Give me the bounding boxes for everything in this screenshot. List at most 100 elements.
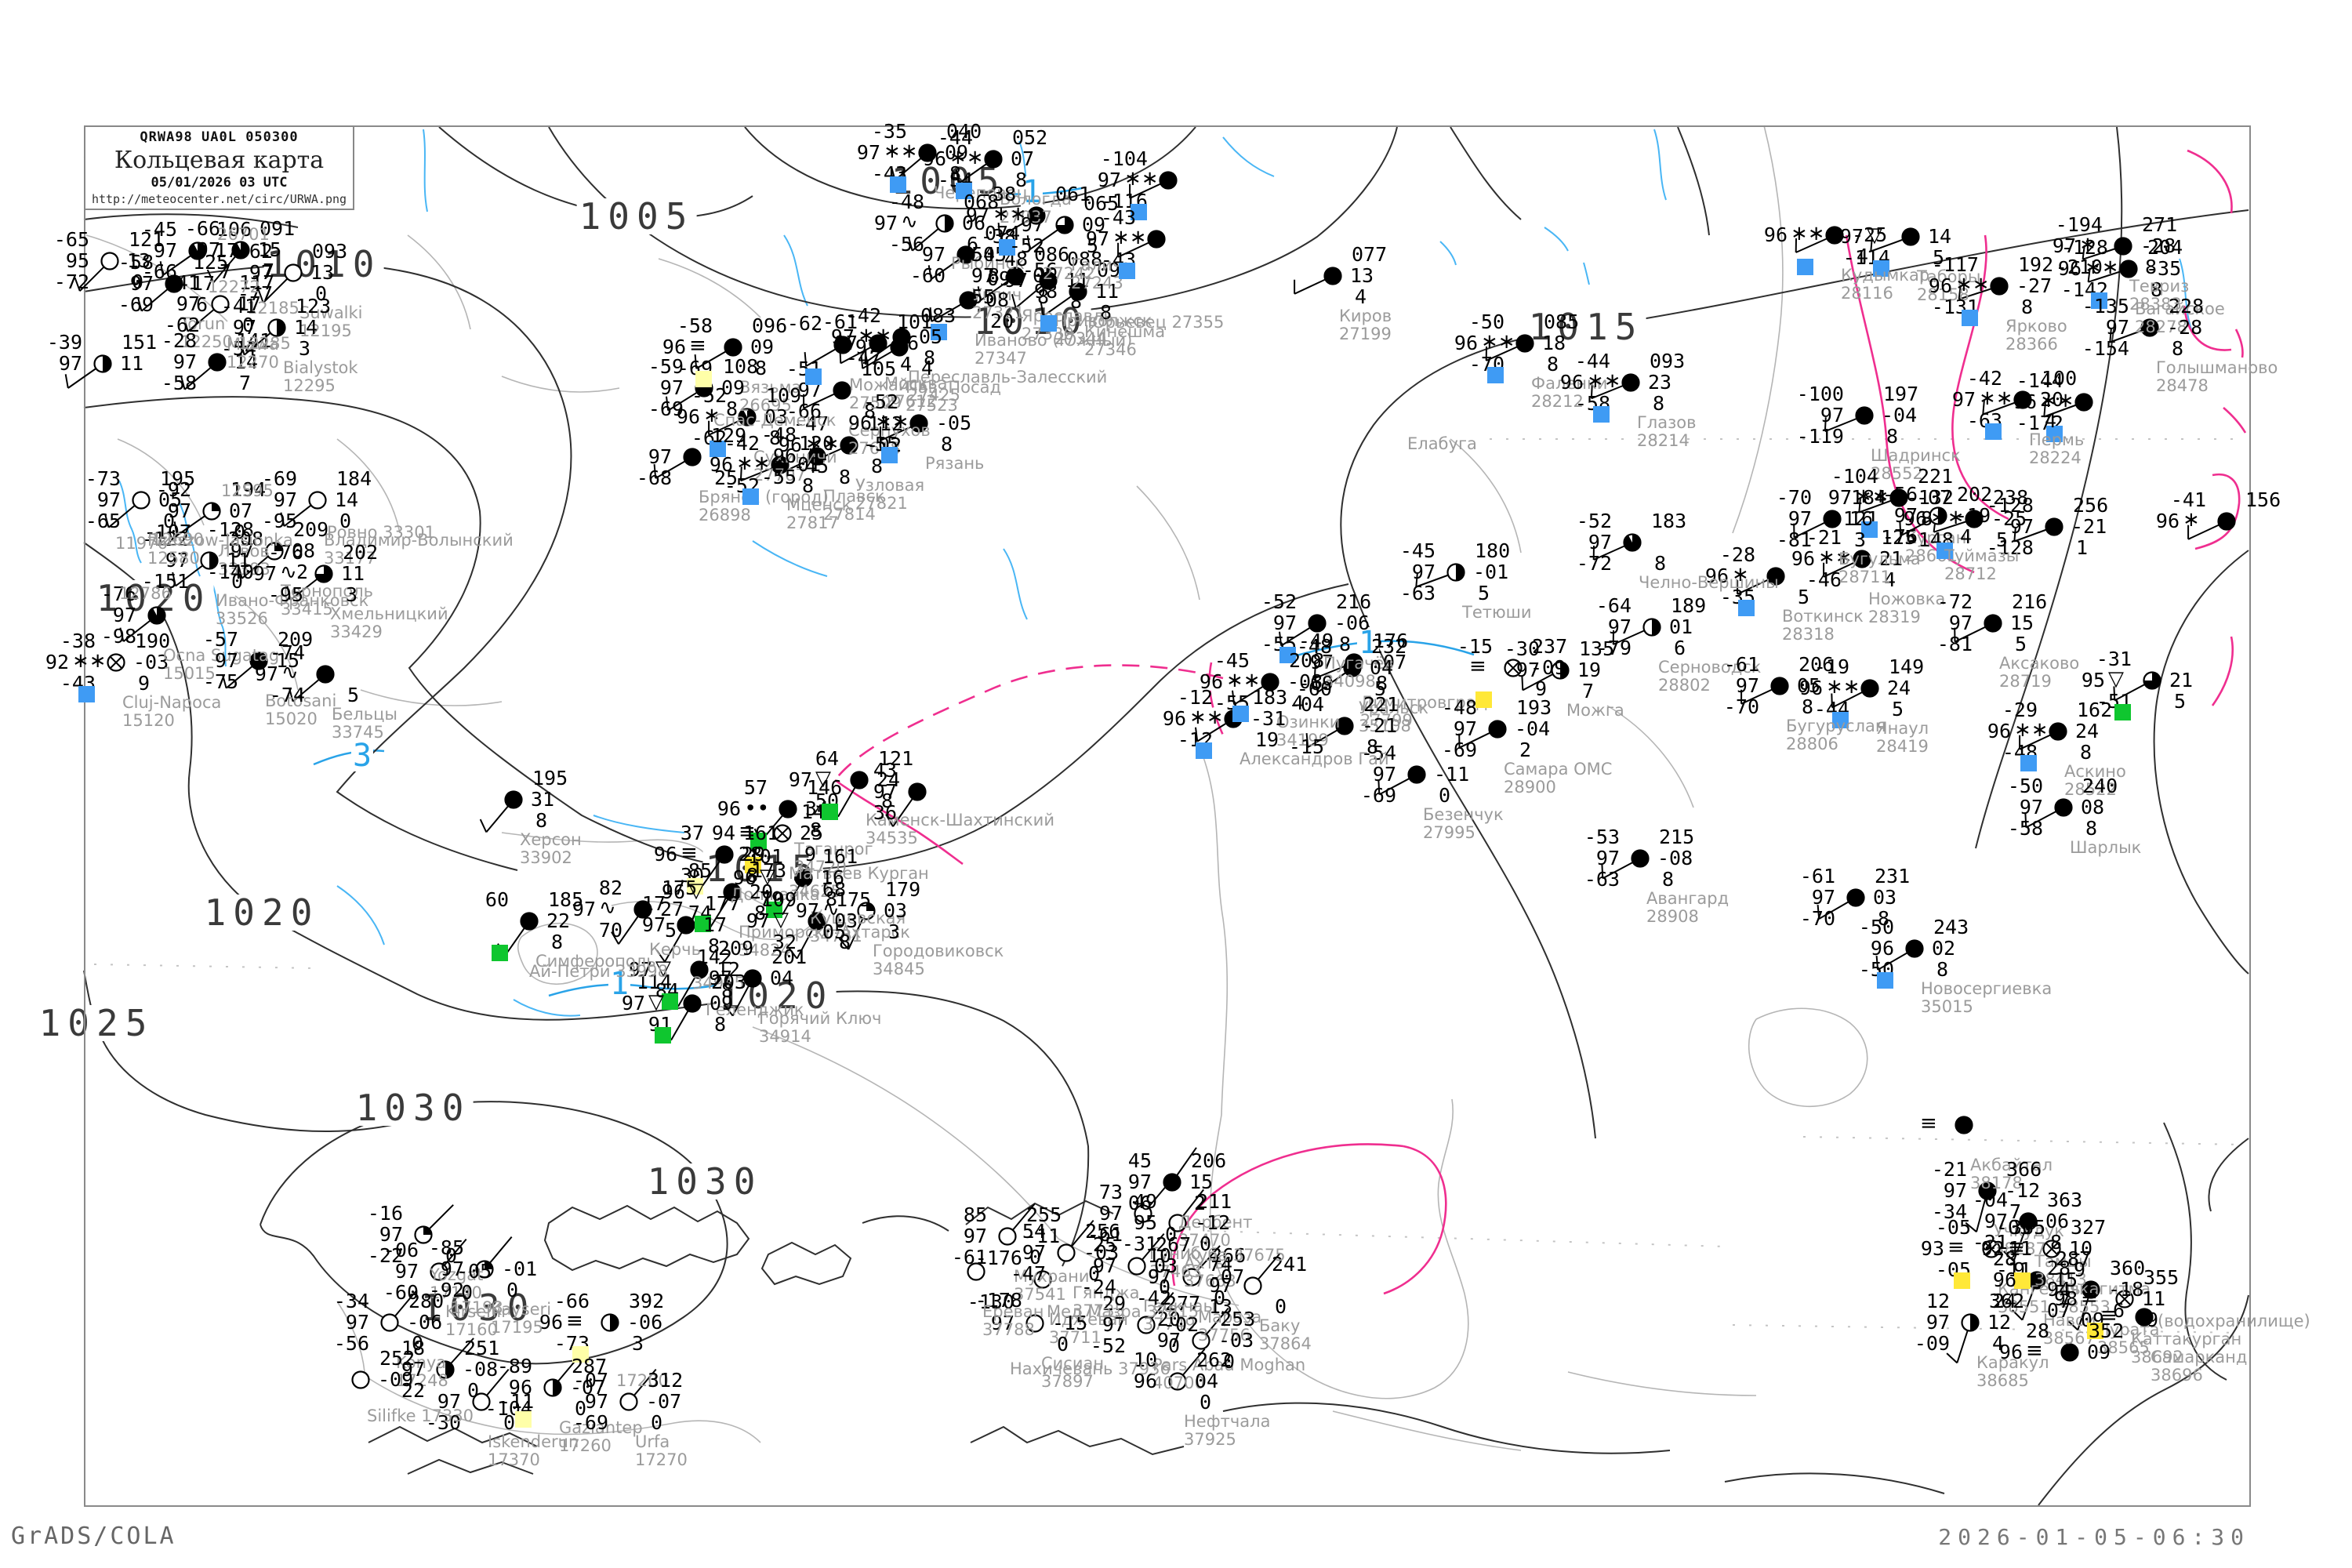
humidity-value: 97 [1926, 1311, 1950, 1334]
dewpoint-value: -55 [959, 285, 995, 308]
map-text: Куба 37675 [1186, 1246, 1286, 1265]
humidity-value: 97 [1735, 674, 1759, 697]
dewpoint-value: -56 [888, 233, 924, 256]
low-cloud-value: 8 [1015, 169, 1028, 191]
pressure-tendency: -08 [1657, 847, 1693, 869]
station-id: 34845 [873, 960, 925, 978]
pressure-tendency: 01 [797, 453, 822, 476]
temperature-value: -48 [888, 191, 924, 213]
dewpoint-value: -95 [267, 583, 303, 606]
station-plot [694, 338, 742, 369]
station-plot [1026, 216, 1074, 250]
low-cloud-value: 8 [535, 809, 548, 832]
precip-marker [890, 176, 906, 193]
station-plot [74, 252, 119, 292]
pressure-tendency: -11 [499, 1390, 535, 1413]
pressure-value: 203 [711, 971, 747, 993]
low-cloud-value: 4 [1355, 285, 1367, 308]
cloud-cover [684, 448, 701, 466]
temperature-value: -28 [161, 329, 197, 352]
station-id: 28478 [2156, 376, 2209, 395]
pressure-tendency: -11 [1434, 763, 1470, 786]
pressure-tendency: 19 [1577, 659, 1602, 681]
station-circle [100, 252, 119, 270]
station-plot [701, 883, 742, 929]
station-id: 28116 [1841, 284, 1893, 303]
station-name: Iskenderun [488, 1432, 579, 1451]
station-name: Аксаково [1999, 654, 2080, 673]
low-cloud-value: 4 [1960, 525, 1973, 548]
station-name: Переславль-Залесский [908, 368, 1108, 387]
pressure-value: 195 [532, 767, 568, 789]
cloud-cover [869, 335, 887, 352]
temperature-value: -65 [53, 228, 89, 251]
station-plot [804, 336, 852, 367]
pressure-value: 121 [878, 747, 914, 770]
station-id: 27243 [1071, 274, 1123, 292]
station-name: Шадринск [1871, 446, 1961, 465]
humidity-value: 97 [1948, 612, 1973, 634]
station-plot [1117, 230, 1166, 258]
pressure-tendency: -09 [1530, 656, 1566, 679]
precip-marker [687, 878, 703, 895]
temperature-value: -53 [1584, 826, 1620, 848]
station-plot [927, 245, 975, 280]
dewpoint-value: -69 [1360, 784, 1396, 807]
low-cloud-value: 9 [2147, 1308, 2159, 1331]
pressure-tendency: 24 [877, 768, 901, 791]
precip-marker [710, 441, 726, 457]
humidity-value: 96 [539, 1311, 563, 1334]
pressure-tendency: 09 [1082, 213, 1106, 236]
cloud-cover [103, 355, 111, 372]
dewpoint-value: -15 [1288, 735, 1324, 758]
station-name: Москва [884, 374, 948, 393]
dewpoint-value: -52 [1008, 234, 1044, 257]
humidity-value: 95 [65, 249, 89, 272]
precip-marker [1487, 367, 1504, 383]
humidity-value: 96 [1870, 937, 1894, 960]
low-cloud-value: 5 [1892, 698, 1904, 720]
temperature-value: 64 [815, 747, 839, 770]
humidity-value: 92 [45, 651, 69, 673]
station-name: Вологда [1000, 190, 1072, 209]
map-text: Спас-Деменск [713, 411, 837, 430]
station-name: Рязань [925, 454, 985, 473]
temperature-value: -59 [648, 355, 684, 378]
cloud-cover [1160, 172, 1177, 189]
pressure-tendency: -01 [502, 1258, 538, 1280]
humidity-value: 97 [921, 243, 946, 266]
pressure-tendency: 23 [1648, 371, 1672, 394]
low-cloud-value: 8 [988, 264, 1000, 287]
weather-symbol: ∗∗ [1791, 222, 1825, 245]
cloud-cover [985, 151, 1002, 168]
pressure-tendency: 04 [770, 967, 794, 989]
low-cloud-value: 5 [2174, 690, 2187, 713]
low-cloud-value: 7 [263, 260, 275, 282]
pressure-tendency: 17 [703, 913, 728, 936]
low-cloud-value: 8 [810, 818, 822, 841]
precip-marker [822, 804, 838, 820]
temperature-value: -35 [871, 120, 907, 143]
pressure-tendency: 15 [2010, 612, 2034, 634]
pressure-value: 215 [1659, 826, 1695, 848]
station-id: 12250 [180, 332, 233, 351]
pressure-value: 240 [2082, 775, 2118, 797]
humidity-value: 97 [788, 768, 812, 791]
pressure-tendency: -09 [378, 1368, 414, 1391]
pressure-tendency: 03 [764, 405, 789, 428]
station-id: 27817 [786, 514, 839, 532]
cloud-cover [833, 382, 851, 399]
station-id: 33429 [330, 622, 383, 641]
station-name: Ереван [982, 1302, 1044, 1321]
low-cloud-value: 8 [2080, 741, 2092, 764]
temperature-value: -61 [1723, 653, 1759, 676]
dewpoint-value: -154 [2082, 337, 2129, 360]
temperature-value: -61 [1799, 865, 1835, 887]
weather-symbol: ∗∗ [875, 410, 909, 434]
low-cloud-value: 1 [2076, 536, 2089, 559]
temperature-value: -56 [1022, 259, 1058, 281]
cloud-cover [1028, 207, 1045, 224]
precip-marker [2114, 704, 2131, 720]
low-cloud-value: 8 [1037, 285, 1050, 308]
